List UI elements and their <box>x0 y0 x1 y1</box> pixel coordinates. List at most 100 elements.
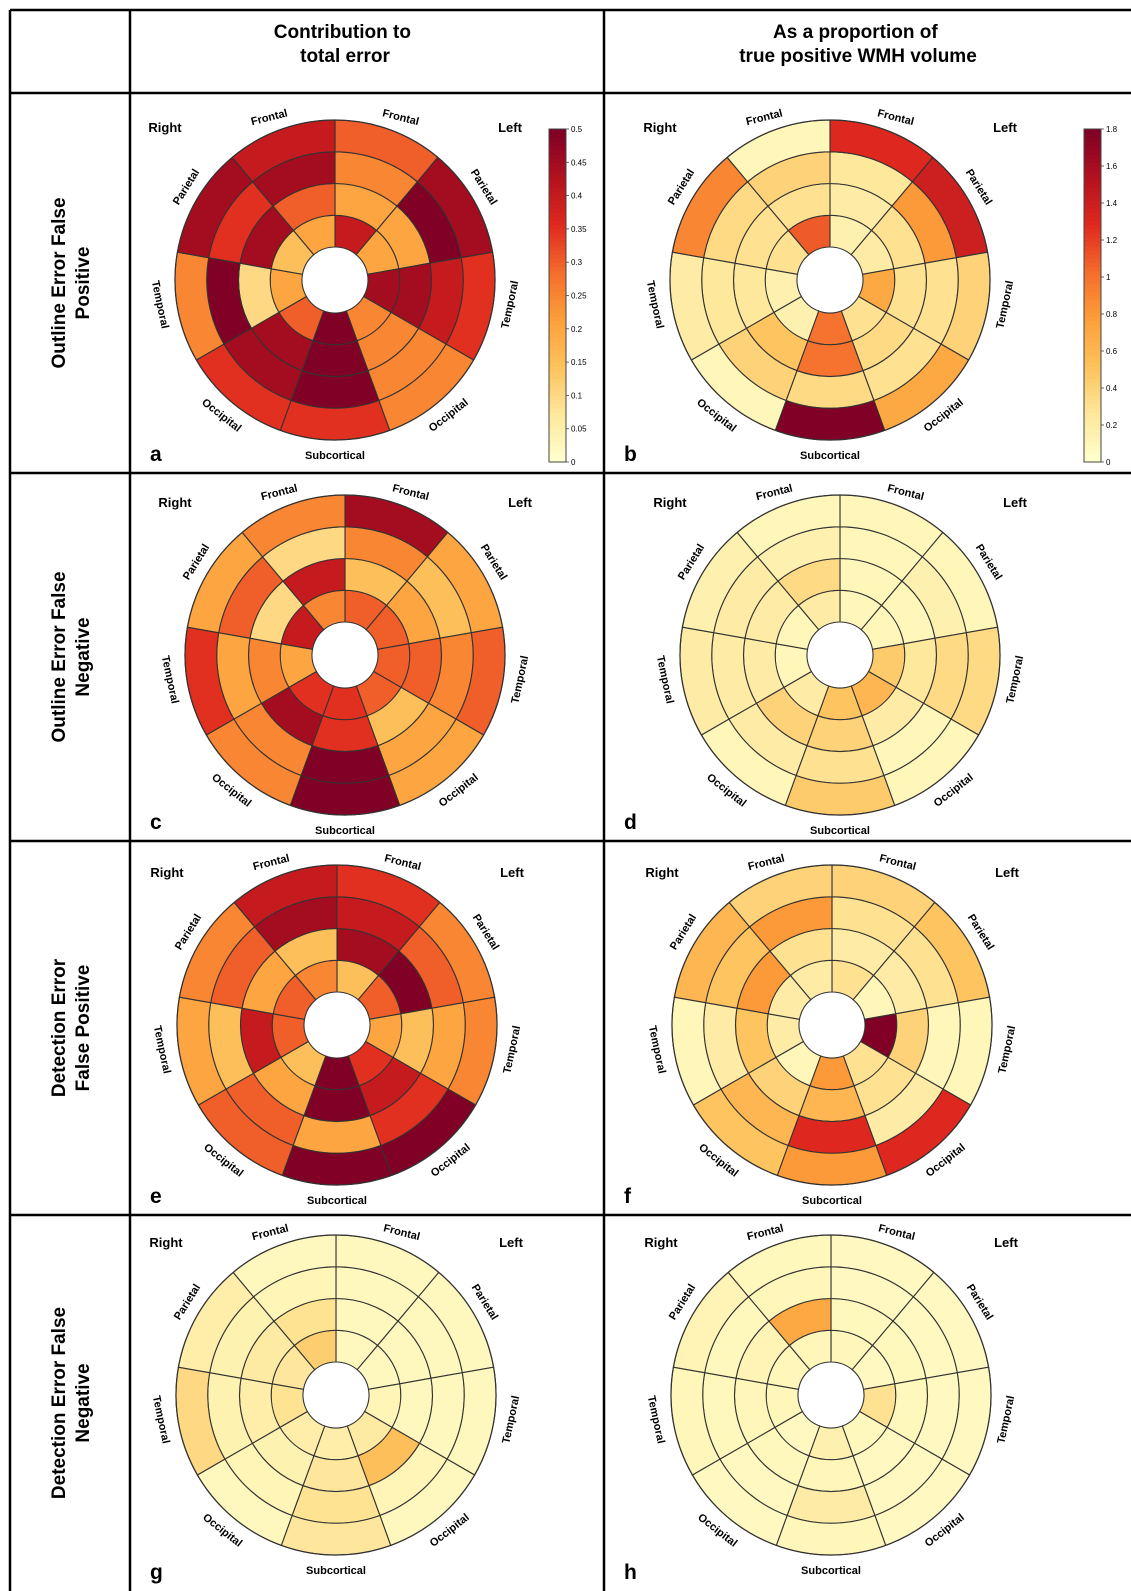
label-temporal: Temporal <box>646 1025 668 1075</box>
label-right: Right <box>645 865 679 880</box>
column-header-2-line1: As a proportion of <box>773 22 938 43</box>
cell-e-seg4-ring1 <box>303 1085 371 1122</box>
label-subcortical: Subcortical <box>802 1195 862 1207</box>
outer-ring <box>670 1234 992 1556</box>
label-frontal: Frontal <box>260 482 299 503</box>
cell-f-seg4-ring2 <box>787 1114 877 1154</box>
colorbar-tick-label: 1 <box>1106 273 1111 282</box>
label-subcortical: Subcortical <box>801 1565 861 1577</box>
panel-letter: a <box>150 443 162 466</box>
cell-b-seg4-ring1 <box>796 340 864 377</box>
label-frontal: Frontal <box>755 482 794 503</box>
label-temporal: Temporal <box>509 655 531 705</box>
cell-g-seg4-ring2 <box>291 1484 381 1524</box>
colorbar-tick-label: 0 <box>1106 458 1111 467</box>
label-left: Left <box>499 1235 524 1250</box>
outer-ring <box>175 1234 497 1556</box>
cell-f-seg4-ring1 <box>798 1085 866 1122</box>
label-frontal: Frontal <box>886 482 925 503</box>
cell-h-seg4-ring2 <box>786 1484 876 1524</box>
colorbar-tick-label: 0.1 <box>571 391 583 400</box>
label-temporal: Temporal <box>149 280 171 330</box>
label-frontal: Frontal <box>745 107 784 128</box>
label-temporal: Temporal <box>645 1395 667 1445</box>
row-label-4: Detection Error False Negative <box>49 1307 94 1499</box>
label-subcortical: Subcortical <box>810 825 870 837</box>
outer-ring <box>679 494 1001 816</box>
label-right: Right <box>644 1235 678 1250</box>
row-label-2-line1: Outline Error False <box>49 571 70 742</box>
label-temporal: Temporal <box>159 655 181 705</box>
column-header-2: As a proportion of true positive WMH vol… <box>739 22 977 67</box>
column-header-2-line2: true positive WMH volume <box>739 46 977 67</box>
label-temporal: Temporal <box>501 1025 523 1075</box>
row-label-3-line2: False Positive <box>73 965 94 1092</box>
row-label-1: Outline Error False Positive <box>49 197 94 368</box>
colorbar-tick-label: 0.15 <box>571 358 587 367</box>
label-frontal: Frontal <box>382 1222 421 1243</box>
label-temporal: Temporal <box>150 1395 172 1445</box>
label-frontal: Frontal <box>746 1222 785 1243</box>
panel-letter: g <box>150 1561 163 1584</box>
cell-h-seg4-ring1 <box>797 1455 865 1492</box>
label-frontal: Frontal <box>251 1222 290 1243</box>
row-label-2: Outline Error False Negative <box>49 571 94 742</box>
label-frontal: Frontal <box>381 107 420 128</box>
label-temporal: Temporal <box>499 280 521 330</box>
label-temporal: Temporal <box>654 655 676 705</box>
label-right: Right <box>150 865 184 880</box>
label-right: Right <box>148 120 182 135</box>
cell-d-seg4-ring2 <box>795 744 885 784</box>
label-right: Right <box>158 495 192 510</box>
cell-b-seg4-ring2 <box>785 369 875 409</box>
column-header-1: Contribution to total error <box>274 22 416 67</box>
cell-a-seg4-ring2 <box>290 369 380 409</box>
label-frontal: Frontal <box>383 852 422 873</box>
label-frontal: Frontal <box>878 852 917 873</box>
row-label-2-line2: Negative <box>73 617 94 696</box>
cell-c-seg4-ring2 <box>300 744 390 784</box>
colorbar-tick-label: 0.25 <box>571 292 587 301</box>
row-label-3: Detection Error False Positive <box>49 958 94 1097</box>
column-header-1-line1: Contribution to <box>274 22 411 43</box>
colorbar-tick-label: 0.5 <box>571 125 583 134</box>
label-left: Left <box>500 865 525 880</box>
colorbar-tick-label: 0.4 <box>1106 384 1118 393</box>
outer-ring <box>671 864 993 1186</box>
label-left: Left <box>1003 495 1028 510</box>
label-temporal: Temporal <box>644 280 666 330</box>
label-subcortical: Subcortical <box>306 1565 366 1577</box>
label-temporal: Temporal <box>994 280 1016 330</box>
colorbar-tick-label: 0.35 <box>571 225 587 234</box>
row-label-1-line2: Positive <box>73 247 94 320</box>
colorbar-tick-label: 0.8 <box>1106 310 1118 319</box>
colorbar-tick-label: 0.2 <box>1106 421 1118 430</box>
colorbar-frame <box>1083 128 1102 463</box>
colorbar-tick-label: 1.6 <box>1106 162 1118 171</box>
colorbar-tick-label: 1.8 <box>1106 125 1118 134</box>
colorbar-tick-label: 0.6 <box>1106 347 1118 356</box>
outer-ring <box>184 494 506 816</box>
row-label-3-line1: Detection Error <box>49 958 70 1097</box>
cell-d-seg4-ring1 <box>806 715 874 752</box>
outer-ring <box>174 119 496 441</box>
colorbar-a: 0 0.05 0.1 0.15 0.2 0.25 0.3 0.35 0.4 0.45 0.5 <box>548 125 587 467</box>
outer-ring <box>176 864 498 1186</box>
label-frontal: Frontal <box>877 1222 916 1243</box>
label-left: Left <box>498 120 523 135</box>
cell-c-seg4-ring1 <box>311 715 379 752</box>
table-grid <box>8 8 1131 1591</box>
label-subcortical: Subcortical <box>800 450 860 462</box>
label-right: Right <box>149 1235 183 1250</box>
panel-letter: d <box>624 811 637 834</box>
label-left: Left <box>508 495 533 510</box>
